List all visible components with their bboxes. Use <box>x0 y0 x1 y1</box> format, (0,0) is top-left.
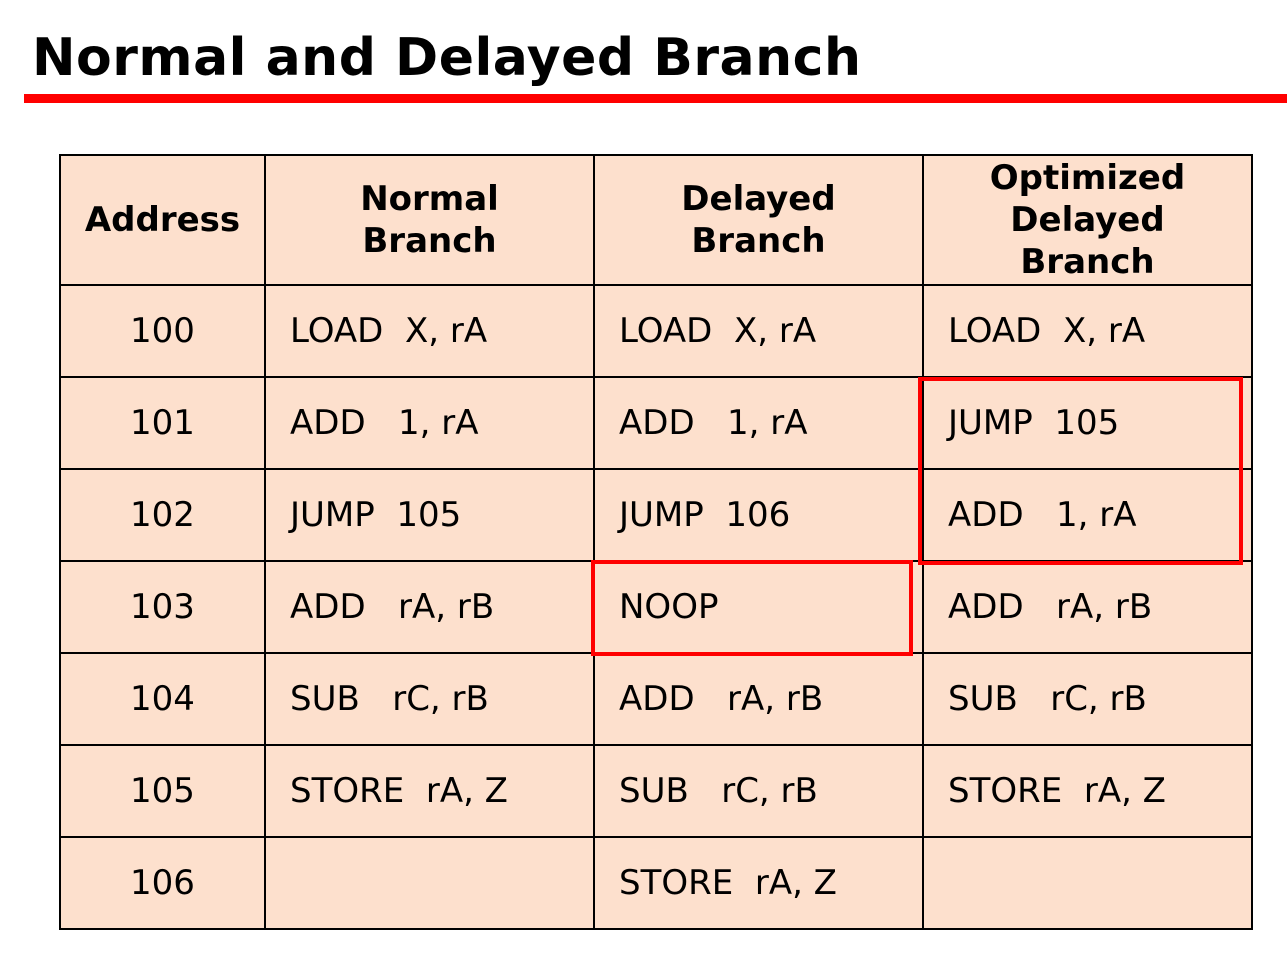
optimized-delayed-branch-cell <box>922 836 1253 930</box>
table-row: 102 JUMP 105 JUMP 106 ADD 1, rA <box>59 468 1253 562</box>
address-cell: 103 <box>59 560 266 654</box>
delayed-branch-cell: NOOP <box>593 560 924 654</box>
header-optimized-delayed-branch: Optimized Delayed Branch <box>922 154 1253 286</box>
header-delayed-branch: Delayed Branch <box>593 154 924 286</box>
header-line: Branch <box>691 221 826 261</box>
header-address: Address <box>59 154 266 286</box>
table-row: 105 STORE rA, Z SUB rC, rB STORE rA, Z <box>59 744 1253 838</box>
optimized-delayed-branch-cell: STORE rA, Z <box>922 744 1253 838</box>
header-line: Branch <box>1020 242 1155 282</box>
optimized-delayed-branch-cell: LOAD X, rA <box>922 284 1253 378</box>
table-row: 100 LOAD X, rA LOAD X, rA LOAD X, rA <box>59 284 1253 378</box>
normal-branch-cell <box>264 836 595 930</box>
normal-branch-cell: ADD rA, rB <box>264 560 595 654</box>
page-title: Normal and Delayed Branch <box>32 28 862 88</box>
normal-branch-cell: STORE rA, Z <box>264 744 595 838</box>
table-row: 103 ADD rA, rB NOOP ADD rA, rB <box>59 560 1253 654</box>
title-underline <box>24 94 1287 103</box>
address-cell: 105 <box>59 744 266 838</box>
header-normal-branch: Normal Branch <box>264 154 595 286</box>
delayed-branch-cell: JUMP 106 <box>593 468 924 562</box>
normal-branch-cell: ADD 1, rA <box>264 376 595 470</box>
address-cell: 100 <box>59 284 266 378</box>
optimized-delayed-branch-cell: ADD 1, rA <box>922 468 1253 562</box>
optimized-delayed-branch-cell: JUMP 105 <box>922 376 1253 470</box>
header-line: Normal <box>360 179 499 219</box>
header-line: Branch <box>362 221 497 261</box>
header-line: Optimized <box>989 158 1186 198</box>
optimized-delayed-branch-cell: ADD rA, rB <box>922 560 1253 654</box>
address-cell: 104 <box>59 652 266 746</box>
table-row: 104 SUB rC, rB ADD rA, rB SUB rC, rB <box>59 652 1253 746</box>
normal-branch-cell: LOAD X, rA <box>264 284 595 378</box>
header-line: Delayed <box>1010 200 1165 240</box>
header-address-line: Address <box>84 200 241 240</box>
address-cell: 101 <box>59 376 266 470</box>
delayed-branch-cell: SUB rC, rB <box>593 744 924 838</box>
header-row: Address Normal Branch Delayed Branch Opt… <box>59 154 1253 286</box>
delayed-branch-cell: ADD rA, rB <box>593 652 924 746</box>
delayed-branch-cell: STORE rA, Z <box>593 836 924 930</box>
delayed-branch-cell: LOAD X, rA <box>593 284 924 378</box>
address-cell: 106 <box>59 836 266 930</box>
delayed-branch-cell: ADD 1, rA <box>593 376 924 470</box>
normal-branch-cell: JUMP 105 <box>264 468 595 562</box>
table-row: 101 ADD 1, rA ADD 1, rA JUMP 105 <box>59 376 1253 470</box>
optimized-delayed-branch-cell: SUB rC, rB <box>922 652 1253 746</box>
table-row: 106 STORE rA, Z <box>59 836 1253 930</box>
normal-branch-cell: SUB rC, rB <box>264 652 595 746</box>
branch-table: Address Normal Branch Delayed Branch Opt… <box>59 154 1253 930</box>
header-line: Delayed <box>681 179 836 219</box>
address-cell: 102 <box>59 468 266 562</box>
